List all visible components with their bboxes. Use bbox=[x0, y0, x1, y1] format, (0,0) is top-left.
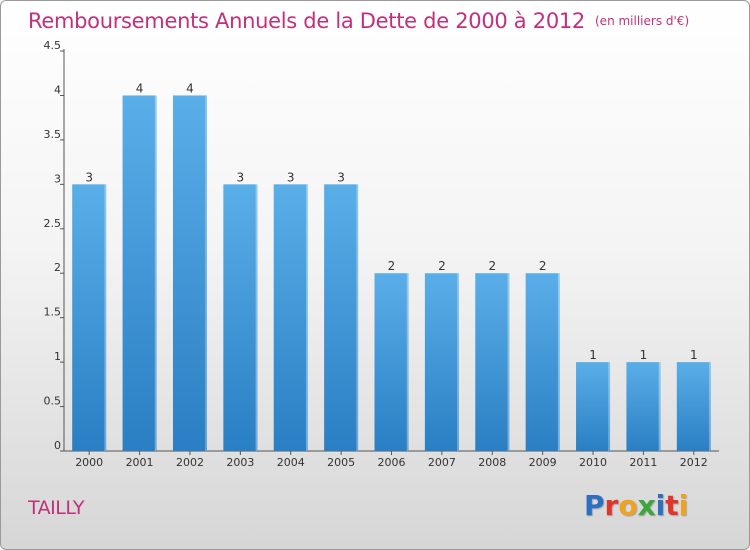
y-tick-label: 3 bbox=[54, 172, 61, 185]
logo-letter: P bbox=[584, 489, 605, 522]
logo-letter: t bbox=[665, 489, 679, 522]
logo-letter: i bbox=[678, 489, 689, 522]
x-tick-label: 2008 bbox=[478, 456, 506, 469]
y-tick-label: 0 bbox=[54, 439, 61, 452]
x-tick-label: 2000 bbox=[75, 456, 103, 469]
logo-letter: o bbox=[618, 489, 638, 522]
bar bbox=[626, 362, 661, 451]
x-tick-label: 2003 bbox=[226, 456, 254, 469]
x-tick-label: 2012 bbox=[680, 456, 708, 469]
x-tick-label: 2005 bbox=[327, 456, 355, 469]
y-tick-label: 3.5 bbox=[44, 128, 62, 141]
chart-title-text: Remboursements Annuels de la Dette de 20… bbox=[28, 9, 585, 33]
y-tick-label: 4 bbox=[54, 83, 61, 96]
data-label: 2 bbox=[539, 259, 547, 273]
x-tick-label: 2009 bbox=[529, 456, 557, 469]
data-label: 2 bbox=[388, 259, 396, 273]
bar bbox=[424, 273, 459, 451]
bar bbox=[676, 362, 711, 451]
x-tick-label: 2006 bbox=[378, 456, 406, 469]
bar bbox=[576, 362, 611, 451]
commune-name: TAILLY bbox=[28, 497, 85, 519]
x-tick-label: 2011 bbox=[629, 456, 657, 469]
bar bbox=[273, 184, 308, 452]
bar bbox=[172, 95, 207, 451]
data-label: 4 bbox=[186, 81, 194, 95]
logo-letter: x bbox=[637, 489, 656, 522]
chart-unit: (en milliers d'€) bbox=[595, 14, 690, 28]
y-tick-label: 4.5 bbox=[44, 39, 62, 52]
x-tick-label: 2001 bbox=[126, 456, 154, 469]
data-label: 3 bbox=[237, 170, 245, 184]
bar bbox=[525, 273, 560, 451]
bar bbox=[324, 184, 359, 452]
data-label: 1 bbox=[589, 348, 597, 362]
proxiti-logo: Proxiti bbox=[584, 489, 688, 522]
y-tick-label: 2.5 bbox=[44, 217, 62, 230]
logo-letter: i bbox=[655, 489, 666, 522]
bar bbox=[72, 184, 107, 452]
data-label: 4 bbox=[136, 81, 144, 95]
bar bbox=[223, 184, 258, 452]
bar bbox=[374, 273, 409, 451]
data-label: 1 bbox=[690, 348, 698, 362]
y-tick-label: 0.5 bbox=[44, 395, 62, 408]
x-tick-label: 2004 bbox=[277, 456, 305, 469]
y-tick-label: 1 bbox=[54, 350, 61, 363]
data-label: 2 bbox=[438, 259, 446, 273]
data-label: 1 bbox=[640, 348, 648, 362]
data-label: 3 bbox=[337, 170, 345, 184]
y-tick-label: 2 bbox=[54, 261, 61, 274]
y-tick-label: 1.5 bbox=[44, 306, 62, 319]
data-label: 2 bbox=[488, 259, 496, 273]
x-tick-label: 2007 bbox=[428, 456, 456, 469]
x-tick-label: 2002 bbox=[176, 456, 204, 469]
data-label: 3 bbox=[85, 170, 93, 184]
logo-letter: r bbox=[604, 489, 619, 522]
x-tick-label: 2010 bbox=[579, 456, 607, 469]
data-label: 3 bbox=[287, 170, 295, 184]
bar bbox=[122, 95, 157, 451]
chart-title: Remboursements Annuels de la Dette de 20… bbox=[28, 9, 689, 33]
bar bbox=[475, 273, 510, 451]
